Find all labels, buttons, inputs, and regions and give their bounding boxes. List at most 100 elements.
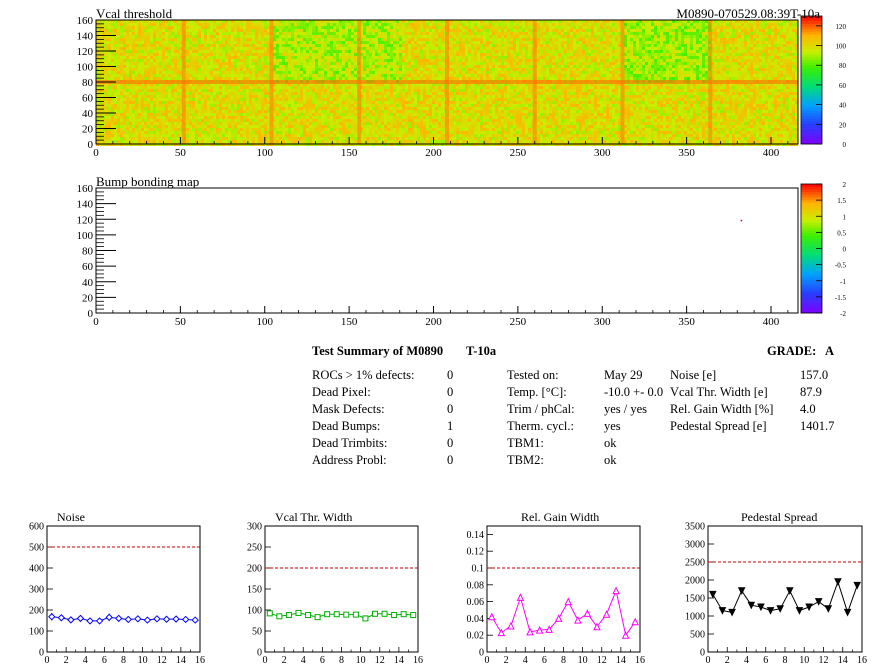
- data-point: [853, 581, 861, 590]
- x-tick-label: 0: [93, 316, 99, 328]
- x-tick-label: 6: [542, 655, 547, 666]
- summary-label: Rel. Gain Width [%]: [670, 402, 773, 416]
- y-tick-label: 1500: [685, 594, 705, 605]
- color-scale-band: [801, 305, 822, 309]
- dead-bump-point: [740, 219, 743, 222]
- color-scale-band: [801, 126, 822, 129]
- color-scale-band: [801, 297, 822, 301]
- summary-label: Pedestal Spread [e]: [670, 419, 767, 433]
- x-tick-label: 100: [257, 147, 274, 159]
- y-tick-label: 0.08: [467, 580, 485, 591]
- color-scale-label: 0.5: [837, 229, 846, 237]
- y-tick-label: 0: [88, 308, 94, 320]
- color-scale-band: [801, 245, 822, 249]
- color-scale-band: [801, 274, 822, 278]
- x-tick-label: 200: [425, 316, 442, 328]
- x-tick-label: 4: [301, 655, 306, 666]
- data-point: [824, 605, 833, 613]
- color-scale-band: [801, 80, 822, 83]
- y-tick-label: 100: [247, 606, 262, 617]
- data-point: [352, 611, 359, 618]
- y-tick-label: 20: [82, 292, 94, 304]
- summary-value: 0: [447, 453, 453, 467]
- plot-title: Rel. Gain Width: [521, 510, 599, 524]
- color-scale-band: [801, 189, 822, 193]
- x-tick-label: 8: [121, 655, 126, 666]
- x-tick-label: 8: [561, 655, 566, 666]
- data-point: [276, 613, 283, 620]
- x-tick-label: 400: [763, 147, 780, 159]
- data-point: [564, 597, 573, 606]
- summary-label: TBM2:: [507, 453, 544, 467]
- data-point: [143, 616, 152, 624]
- summary-value: 1401.7: [800, 419, 834, 433]
- data-point: [67, 616, 75, 624]
- data-point: [115, 614, 123, 623]
- color-scale-band: [801, 240, 822, 244]
- color-scale-band: [801, 18, 822, 22]
- data-point: [86, 617, 94, 625]
- color-scale-band: [801, 233, 822, 236]
- data-point: [728, 608, 736, 617]
- color-scale-band: [801, 263, 822, 267]
- x-tick-label: 4: [523, 655, 528, 666]
- x-tick-label: 14: [176, 655, 186, 666]
- plot-title: Noise: [57, 510, 85, 524]
- color-scale-band: [801, 287, 822, 291]
- color-scale-band: [801, 46, 822, 50]
- color-scale-band: [801, 69, 822, 73]
- data-point: [153, 615, 161, 623]
- color-scale-band: [801, 90, 822, 94]
- y-tick-label: 140: [77, 31, 94, 43]
- color-scale-band: [801, 56, 822, 60]
- y-tick-label: 1000: [685, 612, 705, 623]
- data-point: [747, 601, 756, 610]
- x-tick-label: 2: [282, 655, 287, 666]
- color-scale-band: [801, 67, 822, 71]
- color-scale-band: [801, 131, 822, 135]
- color-scale-band: [801, 300, 822, 303]
- data-point: [814, 598, 823, 606]
- summary-value: May 29: [604, 368, 643, 382]
- summary-label: Dead Pixel:: [312, 385, 371, 399]
- color-scale-band: [801, 209, 822, 213]
- color-scale-band: [801, 194, 822, 198]
- summary-label: Address Probl:: [312, 453, 387, 467]
- color-scale-band: [801, 16, 822, 19]
- color-scale-band: [801, 95, 822, 99]
- x-tick-label: 0: [45, 655, 50, 666]
- roc-boundary: [96, 80, 798, 84]
- y-tick-label: 0.1: [472, 564, 485, 575]
- color-scale-band: [801, 225, 822, 229]
- y-tick-label: 3000: [685, 540, 705, 551]
- x-tick-label: 300: [594, 147, 611, 159]
- y-tick-label: 40: [82, 108, 94, 120]
- data-point: [516, 593, 525, 601]
- color-scale-band: [801, 39, 822, 42]
- test-summary: Test Summary of M0890 T-10a GRADE: A ROC…: [312, 344, 834, 467]
- color-scale-band: [801, 307, 822, 311]
- color-scale-band: [801, 141, 822, 145]
- color-scale-band: [801, 33, 822, 37]
- summary-value: ok: [604, 453, 617, 467]
- summary-title: Test Summary of M0890: [312, 344, 443, 358]
- x-tick-label: 2: [725, 655, 730, 666]
- color-scale-band: [801, 217, 822, 221]
- summary-label: Trim / phCal:: [507, 402, 575, 416]
- x-tick-label: 6: [763, 655, 768, 666]
- color-scale-label: 60: [839, 82, 847, 90]
- data-point: [295, 609, 302, 616]
- x-tick-label: 100: [257, 316, 274, 328]
- color-scale-band: [801, 54, 822, 58]
- x-tick-label: 4: [83, 655, 88, 666]
- summary-value: yes / yes: [604, 402, 647, 416]
- color-scale-band: [801, 227, 822, 231]
- series-line: [269, 612, 414, 619]
- color-scale-band: [801, 207, 822, 211]
- color-scale-band: [801, 202, 822, 205]
- data-point: [95, 617, 104, 625]
- data-point: [776, 605, 784, 613]
- series-line: [51, 616, 196, 622]
- x-tick-label: 2: [504, 655, 509, 666]
